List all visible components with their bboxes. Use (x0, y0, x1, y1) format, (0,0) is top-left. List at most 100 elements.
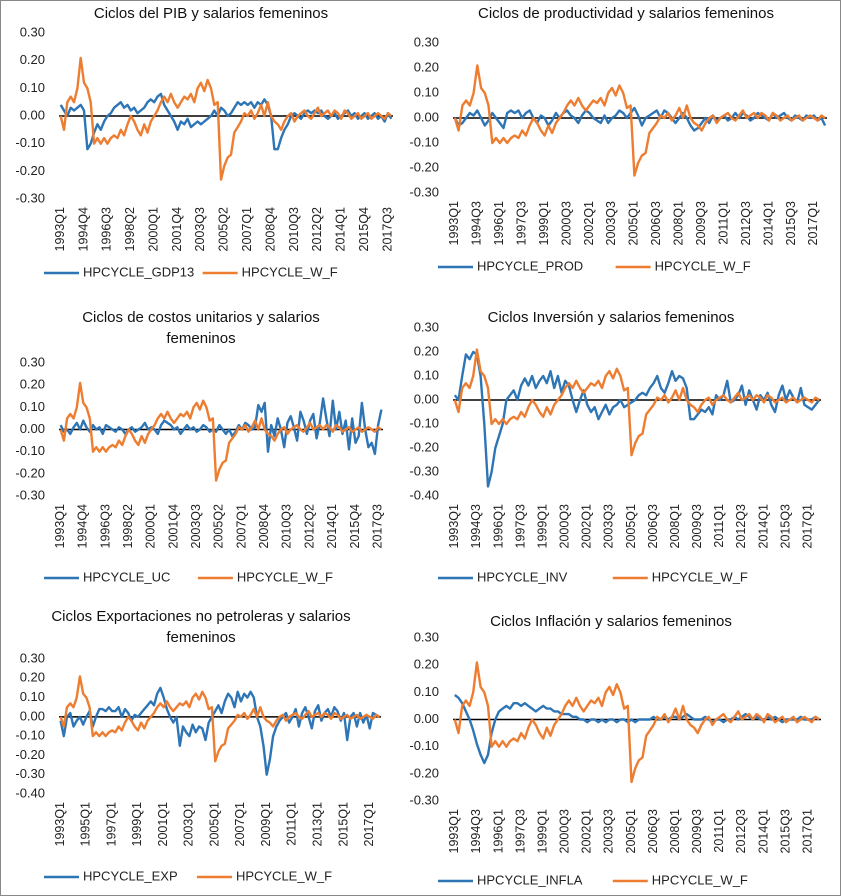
y-tick-label: 0.00 (414, 391, 439, 406)
x-tick-label: 2017Q1 (362, 802, 376, 847)
x-tick-label: 2013Q1 (311, 802, 325, 847)
y-tick-label: -0.10 (15, 135, 45, 150)
y-tick-label: 0.20 (414, 59, 439, 74)
x-tick-label: 1994Q3 (469, 504, 483, 549)
y-tick-label: 0.30 (414, 629, 439, 644)
x-tick-label: 2015Q1 (336, 802, 350, 847)
y-tick-label: 0.30 (414, 34, 439, 49)
x-tick-label: 1999Q1 (535, 809, 549, 854)
legend-label: HPCYCLE_W_F (652, 569, 748, 584)
x-tick-label: 2015Q3 (778, 809, 792, 854)
series-line (59, 397, 383, 456)
x-tick-label: 2005Q1 (207, 802, 221, 847)
x-tick-label: 1994Q3 (469, 809, 483, 854)
x-tick-label: 2010Q3 (287, 207, 301, 252)
x-tick-label: 2001Q1 (156, 802, 170, 847)
legend-label: HPCYCLE_INV (477, 569, 568, 584)
x-tick-label: 2003Q3 (602, 809, 616, 854)
y-tick-label: 0.20 (20, 52, 45, 67)
x-tick-label: 2015Q3 (784, 201, 798, 246)
x-tick-label: 2007Q1 (234, 504, 248, 549)
x-tick-label: 2000Q1 (144, 504, 158, 549)
x-tick-label: 2001Q4 (166, 504, 180, 549)
x-tick-label: 1998Q2 (121, 504, 135, 549)
x-tick-label: 2000Q3 (558, 504, 572, 549)
chart-title: Ciclos del PIB y salarios femeninos (93, 5, 329, 22)
x-tick-label: 2007Q1 (240, 207, 254, 252)
y-tick-label: 0.20 (20, 377, 45, 392)
x-tick-label: 1999Q1 (130, 802, 144, 847)
x-tick-label: 2008Q1 (668, 504, 682, 549)
x-tick-label: 2000Q1 (146, 207, 160, 252)
x-tick-label: 2011Q1 (712, 504, 726, 548)
y-tick-label: -0.20 (15, 163, 45, 178)
series-line (59, 675, 381, 763)
x-tick-label: 1993Q1 (53, 504, 67, 549)
x-tick-label: 2009Q1 (259, 802, 273, 847)
series-line (59, 686, 381, 776)
legend-label: HPCYCLE_UC (83, 569, 170, 584)
series-line (59, 56, 393, 181)
x-tick-label: 2015Q4 (348, 504, 362, 549)
series-line (59, 92, 393, 151)
x-tick-label: 2008Q1 (672, 201, 686, 246)
legend-label: HPCYCLE_W_F (237, 569, 333, 584)
x-tick-label: 2012Q3 (734, 504, 748, 549)
series-line (453, 661, 820, 784)
y-tick-label: 0.00 (20, 421, 45, 436)
legend-label: HPCYCLE_W_F (236, 868, 332, 883)
x-tick-label: 2008Q4 (257, 504, 271, 549)
y-tick-label: -0.30 (15, 487, 45, 502)
x-tick-label: 1993Q1 (53, 207, 67, 252)
y-tick-label: 0.20 (20, 670, 45, 685)
y-tick-label: -0.10 (409, 415, 439, 430)
x-tick-label: 2005Q1 (624, 504, 638, 549)
x-tick-label: 2006Q3 (646, 504, 660, 549)
y-tick-label: -0.30 (409, 792, 439, 807)
x-tick-label: 2009Q3 (690, 809, 704, 854)
y-tick-label: 0.10 (20, 80, 45, 95)
x-tick-label: 2003Q3 (604, 201, 618, 246)
x-tick-label: 2005Q1 (624, 809, 638, 854)
x-tick-label: 1996Q1 (492, 201, 506, 246)
series-line (453, 64, 826, 177)
y-tick-label: 0.30 (20, 650, 45, 665)
x-tick-label: 2017Q1 (800, 809, 814, 854)
y-tick-label: 0.00 (20, 708, 45, 723)
x-tick-label: 1996Q3 (98, 504, 112, 549)
y-tick-label: -0.30 (15, 766, 45, 781)
x-tick-label: 1994Q4 (76, 504, 90, 549)
x-tick-label: 2015Q3 (778, 504, 792, 549)
x-tick-label: 2002Q1 (582, 201, 596, 246)
y-tick-label: -0.20 (409, 439, 439, 454)
legend-label: HPCYCLE_GDP13 (83, 264, 194, 279)
x-tick-label: 2017Q3 (370, 504, 384, 549)
y-tick-label: -0.10 (15, 728, 45, 743)
x-tick-label: 2014Q1 (756, 809, 770, 854)
x-tick-label: 1998Q2 (123, 207, 137, 252)
series-line (454, 694, 820, 765)
x-tick-label: 2015Q4 (357, 207, 371, 252)
x-tick-label: 2006Q3 (646, 809, 660, 854)
y-tick-label: 0.20 (414, 343, 439, 358)
x-tick-label: 2012Q2 (302, 504, 316, 549)
y-tick-label: 0.20 (414, 657, 439, 672)
x-tick-label: 2009Q3 (694, 201, 708, 246)
x-tick-label: 1994Q4 (76, 207, 90, 252)
legend-label: HPCYCLE_EXP (83, 868, 178, 883)
x-tick-label: 2003Q3 (602, 504, 616, 549)
y-tick-label: 0.30 (20, 354, 45, 369)
legend-label: HPCYCLE_W_F (652, 872, 748, 887)
x-tick-label: 1993Q1 (447, 809, 461, 854)
y-tick-label: -0.10 (15, 443, 45, 458)
series-line (453, 348, 820, 457)
x-tick-label: 2001Q4 (170, 207, 184, 252)
x-tick-label: 2008Q1 (668, 809, 682, 854)
y-tick-label: -0.30 (15, 190, 45, 205)
y-tick-label: -0.10 (409, 738, 439, 753)
series-line (453, 350, 821, 488)
y-tick-label: -0.20 (15, 747, 45, 762)
y-tick-label: 0.10 (20, 399, 45, 414)
y-tick-label: -0.20 (15, 465, 45, 480)
